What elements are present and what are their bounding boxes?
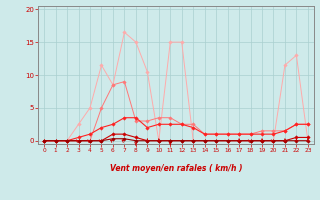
X-axis label: Vent moyen/en rafales ( km/h ): Vent moyen/en rafales ( km/h ) bbox=[110, 164, 242, 173]
